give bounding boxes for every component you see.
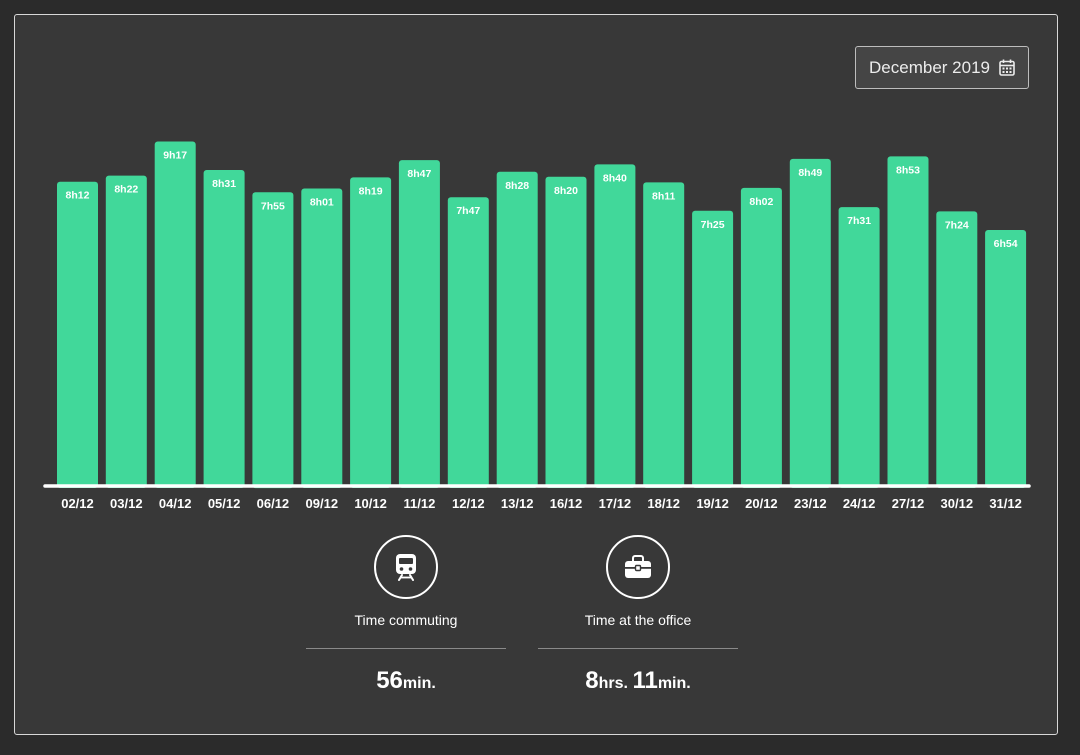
stat-commute: Time commuting 56min. [306,535,506,695]
bar-value-label: 8h53 [896,164,920,176]
bar-18-12[interactable] [643,182,685,488]
x-tick-label: 31/12 [989,496,1022,511]
x-tick-label: 10/12 [354,496,387,511]
bar-value-label: 8h31 [212,178,236,190]
month-picker-button[interactable]: December 2019 [855,46,1029,89]
x-tick-label: 19/12 [696,496,729,511]
x-tick-label: 11/12 [403,496,435,511]
stat-office-divider [538,648,738,649]
x-tick-label: 20/12 [745,496,778,511]
bar-31-12[interactable] [985,230,1027,488]
x-tick-label: 09/12 [306,496,339,511]
bar-13-12[interactable] [496,171,538,489]
bar-11-12[interactable] [398,160,440,488]
bar-value-label: 8h40 [603,172,627,184]
stat-office-label: Time at the office [584,612,692,628]
bar-value-label: 7h24 [945,219,969,231]
bar-value-label: 7h47 [456,205,480,217]
bar-value-label: 8h47 [407,168,431,180]
bar-16-12[interactable] [545,176,587,489]
bar-30-12[interactable] [936,211,978,488]
bar-23-12[interactable] [789,158,831,488]
bar-09-12[interactable] [301,188,343,489]
bar-27-12[interactable] [887,156,929,488]
train-icon [374,535,438,599]
bar-03-12[interactable] [105,175,147,488]
bar-value-label: 8h28 [505,180,529,192]
x-tick-label: 18/12 [647,496,680,511]
stat-commute-value: 56min. [306,667,506,695]
x-tick-label: 06/12 [257,496,290,511]
bar-20-12[interactable] [740,187,782,488]
x-tick-label: 23/12 [794,496,827,511]
bar-value-label: 7h55 [261,200,285,212]
bar-value-label: 8h49 [798,167,822,179]
stat-office-value: 8hrs. 11min. [538,667,738,695]
bar-value-label: 8h01 [310,197,334,209]
bar-24-12[interactable] [838,207,880,488]
bar-value-label: 6h54 [994,238,1018,250]
x-tick-label: 16/12 [550,496,583,511]
bar-value-label: 7h31 [847,215,871,227]
stat-commute-divider [306,648,506,649]
month-picker-label: December 2019 [869,57,990,77]
bar-value-label: 9h17 [163,150,187,162]
bar-10-12[interactable] [350,177,392,488]
bar-17-12[interactable] [594,164,636,488]
stat-commute-label: Time commuting [354,612,458,628]
bar-04-12[interactable] [154,141,196,489]
bar-value-label: 8h11 [652,190,676,202]
bar-value-label: 8h19 [359,185,383,197]
x-tick-label: 05/12 [208,496,241,511]
x-tick-label: 27/12 [892,496,925,511]
stat-office-hours: 8 [585,667,599,694]
stat-office-hours-unit: hrs. [598,675,628,692]
bar-06-12[interactable] [252,192,294,489]
x-tick-label: 17/12 [599,496,632,511]
briefcase-icon [606,535,670,599]
x-tick-label: 02/12 [61,496,94,511]
bar-02-12[interactable] [57,181,98,488]
calendar-icon [999,59,1015,76]
stat-office: Time at the office 8hrs. 11min. [538,535,738,695]
bar-05-12[interactable] [203,170,245,488]
bar-value-label: 8h12 [66,190,90,202]
x-tick-label: 12/12 [452,496,485,511]
stat-office-minutes-unit: min. [657,675,691,692]
x-tick-label: 04/12 [159,496,192,511]
bar-value-label: 8h22 [114,184,138,196]
x-tick-label: 03/12 [110,496,143,511]
bar-value-label: 7h25 [701,219,725,231]
bar-value-label: 8h02 [749,196,773,208]
stat-commute-minutes-unit: min. [402,675,436,692]
bar-chart: 8h12 02/12 8h22 03/12 9h17 04/12 8h31 05/12 7h55… [43,141,1031,511]
x-tick-label: 30/12 [941,496,974,511]
stat-commute-minutes: 56 [376,667,403,694]
x-tick-label: 24/12 [843,496,876,511]
bar-12-12[interactable] [447,197,489,488]
x-tick-label: 13/12 [501,496,534,511]
bar-value-label: 8h20 [554,185,578,197]
stat-office-minutes: 11 [632,667,658,694]
bar-19-12[interactable] [692,210,734,489]
